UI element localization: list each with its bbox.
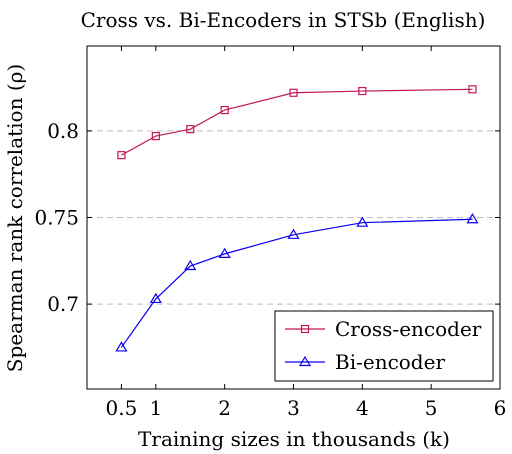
- y-tick-label: 0.75: [34, 206, 79, 230]
- legend-marker: [300, 324, 310, 334]
- x-tick-label: 0.5: [106, 396, 138, 420]
- chart-title: Cross vs. Bi-Encoders in STSb (English): [81, 8, 486, 32]
- x-tick-label: 1: [149, 396, 162, 420]
- data-point: [289, 88, 298, 97]
- series-layer: [115, 85, 479, 352]
- series-line: [120, 218, 473, 348]
- legend-marker: [298, 355, 312, 367]
- data-point: [151, 131, 160, 141]
- legend-label: Cross-encoder: [335, 317, 482, 341]
- axis-ticks: 0.7 0.75 0.8 0.5 1 2 3 4 5 6: [34, 46, 506, 420]
- series-line: [121, 88, 473, 156]
- y-axis-label: Spearman rank correlation (ρ): [3, 64, 27, 372]
- data-point: [356, 216, 369, 227]
- gridlines: [87, 130, 500, 305]
- series-triangle: [115, 213, 479, 352]
- data-point: [287, 228, 300, 239]
- data-point: [186, 125, 195, 134]
- data-point: [149, 292, 162, 304]
- y-tick-label: 0.8: [47, 119, 79, 143]
- data-point: [466, 213, 479, 224]
- data-point: [468, 85, 477, 94]
- data-point: [220, 105, 229, 115]
- legend-box: [274, 310, 494, 382]
- x-tick-label: 2: [218, 396, 231, 420]
- legend-label: Bi-encoder: [335, 350, 445, 374]
- x-tick-label: 5: [425, 396, 438, 420]
- data-point: [117, 151, 126, 160]
- data-point: [218, 247, 231, 258]
- x-axis-label: Training sizes in thousands (k): [138, 427, 450, 451]
- data-point: [115, 341, 128, 352]
- data-point: [184, 259, 197, 271]
- series-square: [117, 85, 477, 160]
- x-tick-label: 4: [356, 396, 369, 420]
- y-tick-label: 0.7: [47, 292, 79, 316]
- data-point: [358, 86, 367, 96]
- x-tick-label: 6: [494, 396, 507, 420]
- legend: Cross-encoder Bi-encoder: [274, 310, 494, 382]
- x-tick-label: 3: [287, 396, 300, 420]
